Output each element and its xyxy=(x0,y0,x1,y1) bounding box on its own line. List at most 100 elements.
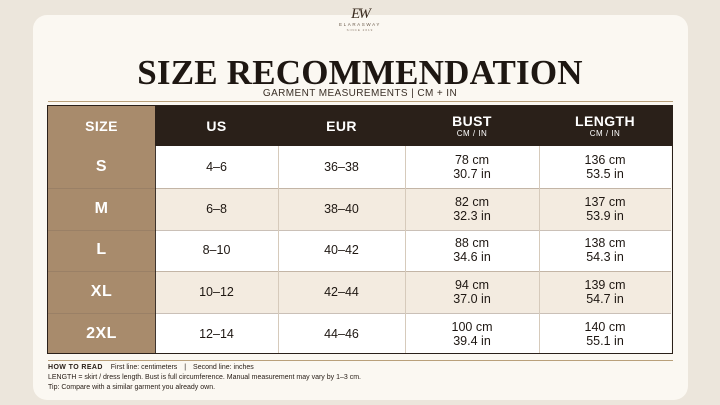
footer-notes: HOW TO READ First line: centimeters | Se… xyxy=(48,363,361,393)
brand-name: ELARASWAY xyxy=(339,22,381,27)
length-cell-value: 53.9 in xyxy=(586,208,624,223)
length-cell: 138 cm 54.3 in xyxy=(539,230,671,272)
size-column-bg xyxy=(48,146,155,353)
length-cell-value: 139 cm xyxy=(584,278,626,293)
row-divider xyxy=(48,271,671,273)
length-cell-value: 55.1 in xyxy=(586,334,624,349)
eur-cell-value: 44–46 xyxy=(324,327,359,342)
column-divider xyxy=(278,146,279,353)
bust-cell-value: 82 cm xyxy=(454,194,490,209)
brand-logo: EW ELARASWAY SINCE 2019 xyxy=(0,6,720,32)
eur-cell-value: 38–40 xyxy=(324,201,359,216)
header-label: EUR xyxy=(326,117,357,134)
header-unit: CM / IN xyxy=(456,128,488,138)
first-line-note: First line: centimeters xyxy=(110,364,178,371)
size-table: SIZE US EUR BUST CM / IN LENGTH CM / IN S 4–6 36… xyxy=(47,105,673,354)
measurement-note: LENGTH = skirt / dress length. Bust is f… xyxy=(48,374,361,381)
us-cell-value: 6–8 xyxy=(206,201,227,216)
length-cell-value: 136 cm xyxy=(584,152,626,167)
header-us: US xyxy=(155,106,278,146)
us-cell: 8–10 xyxy=(155,230,278,272)
bust-cell-value: 37.0 in xyxy=(453,292,491,307)
header-label: US xyxy=(206,117,227,134)
second-line-note: Second line: inches xyxy=(193,364,254,371)
length-cell: 136 cm 53.5 in xyxy=(539,146,671,188)
table-header-size-bg xyxy=(48,106,155,146)
bust-cell: 100 cm 39.4 in xyxy=(405,313,539,353)
length-cell-value: 137 cm xyxy=(584,194,626,209)
eur-cell-value: 36–38 xyxy=(324,159,359,174)
size-cell-value: L xyxy=(96,241,107,259)
header-label: BUST xyxy=(452,112,492,129)
us-cell-value: 8–10 xyxy=(202,243,231,258)
bust-cell-value: 88 cm xyxy=(454,236,490,251)
row-background xyxy=(155,229,671,272)
row-divider xyxy=(48,187,671,189)
us-cell: 12–14 xyxy=(155,313,278,353)
eur-cell-value: 42–44 xyxy=(324,285,359,300)
eur-cell: 44–46 xyxy=(278,313,405,353)
bust-cell-value: 94 cm xyxy=(454,278,490,293)
header-eur: EUR xyxy=(278,106,405,146)
tip-note: Tip: Compare with a similar garment you … xyxy=(48,384,216,391)
header-size: SIZE xyxy=(48,106,155,146)
bust-cell: 88 cm 34.6 in xyxy=(405,230,539,272)
brand-tagline: SINCE 2019 xyxy=(346,28,374,32)
row-background xyxy=(155,146,671,188)
length-cell-value: 54.7 in xyxy=(586,292,624,307)
table-row: L 8–10 40–42 88 cm 34.6 in 138 cm 54.3 in xyxy=(48,229,671,272)
row-background xyxy=(155,187,671,230)
size-cell: S xyxy=(48,146,155,188)
us-cell: 6–8 xyxy=(155,188,278,230)
row-background xyxy=(155,313,671,353)
length-cell-value: 53.5 in xyxy=(586,166,624,181)
us-cell-value: 10–12 xyxy=(199,285,234,300)
length-cell-value: 54.3 in xyxy=(586,250,624,265)
bust-cell-value: 32.3 in xyxy=(453,208,491,223)
header-bust: BUST CM / IN xyxy=(405,106,539,146)
header-unit: CM / IN xyxy=(589,128,621,138)
column-divider xyxy=(155,106,156,353)
size-cell: M xyxy=(48,188,155,230)
bust-cell-value: 100 cm xyxy=(451,320,493,335)
bust-cell: 82 cm 32.3 in xyxy=(405,188,539,230)
size-cell-value: S xyxy=(95,157,108,175)
bust-cell-value: 39.4 in xyxy=(453,334,491,349)
size-cell-value: XL xyxy=(90,283,113,301)
how-to-read-line: HOW TO READ First line: centimeters | Se… xyxy=(48,363,361,373)
length-cell: 137 cm 53.9 in xyxy=(539,188,671,230)
row-divider xyxy=(48,229,671,231)
header-length: LENGTH CM / IN xyxy=(539,106,671,146)
eur-cell: 40–42 xyxy=(278,230,405,272)
bust-cell-value: 78 cm xyxy=(454,152,490,167)
us-cell-value: 4–6 xyxy=(206,159,227,174)
bust-cell: 78 cm 30.7 in xyxy=(405,146,539,188)
row-divider xyxy=(48,313,671,315)
length-cell: 139 cm 54.7 in xyxy=(539,271,671,313)
top-divider xyxy=(48,101,673,102)
header-label: SIZE xyxy=(85,117,118,134)
size-cell-value: 2XL xyxy=(86,325,117,343)
length-cell-value: 140 cm xyxy=(584,320,626,335)
column-divider xyxy=(405,146,406,353)
us-cell: 4–6 xyxy=(155,146,278,188)
eur-cell: 36–38 xyxy=(278,146,405,188)
header-label: LENGTH xyxy=(575,112,635,129)
column-divider xyxy=(539,146,540,353)
row-background xyxy=(155,271,671,314)
length-cell-value: 138 cm xyxy=(584,236,626,251)
table-row: S 4–6 36–38 78 cm 30.7 in 136 cm 53.5 in xyxy=(48,146,671,188)
us-cell-value: 12–14 xyxy=(199,327,234,342)
eur-cell-value: 40–42 xyxy=(324,243,359,258)
page-subtitle: GARMENT MEASUREMENTS | CM + IN xyxy=(262,88,458,99)
footer-divider: | xyxy=(184,364,187,371)
bust-cell-value: 34.6 in xyxy=(453,250,491,265)
table-row: M 6–8 38–40 82 cm 32.3 in 137 cm 53.9 in xyxy=(48,187,671,230)
table-row: XL 10–12 42–44 94 cm 37.0 in 139 cm 54.7 in xyxy=(48,271,671,314)
size-cell: 2XL xyxy=(48,313,155,353)
length-cell: 140 cm 55.1 in xyxy=(539,313,671,353)
bust-cell-value: 30.7 in xyxy=(453,166,491,181)
bust-cell: 94 cm 37.0 in xyxy=(405,271,539,313)
page-title: SIZE RECOMMENDATION xyxy=(137,53,583,92)
eur-cell: 38–40 xyxy=(278,188,405,230)
